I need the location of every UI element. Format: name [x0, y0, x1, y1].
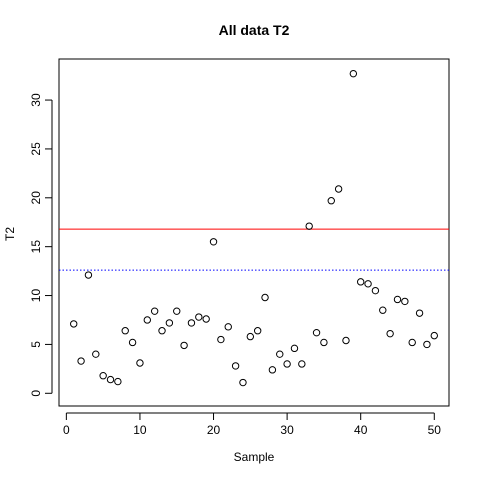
- y-tick-label: 30: [29, 93, 43, 107]
- data-point: [327, 197, 335, 205]
- data-point: [253, 327, 262, 335]
- data-point: [128, 338, 137, 347]
- data-point: [136, 359, 144, 367]
- data-point: [386, 329, 394, 338]
- y-tick-label: 25: [29, 142, 43, 156]
- data-point: [364, 280, 372, 288]
- data-point: [423, 340, 431, 349]
- chart-title: All data T2: [219, 22, 290, 38]
- x-tick-label: 40: [354, 423, 368, 437]
- data-point: [246, 332, 255, 341]
- data-point: [415, 309, 424, 317]
- data-point: [209, 238, 218, 246]
- data-point: [349, 69, 358, 78]
- data-point: [379, 306, 387, 314]
- data-point: [143, 316, 152, 324]
- data-point: [92, 350, 100, 358]
- data-point: [401, 297, 409, 306]
- y-axis: 0 5 10 15 20 25 30: [29, 93, 53, 397]
- data-point: [121, 327, 129, 335]
- y-tick-label: 5: [29, 341, 43, 348]
- data-point: [268, 366, 277, 374]
- x-axis: 0 10 20 30 40 50: [63, 412, 442, 437]
- x-tick-label: 50: [428, 423, 442, 437]
- data-point: [165, 319, 174, 327]
- x-tick-label: 30: [280, 423, 294, 437]
- data-point: [187, 319, 196, 327]
- data-point: [217, 335, 225, 344]
- data-point: [158, 327, 166, 335]
- data-point: [202, 315, 210, 323]
- y-tick-label: 10: [29, 289, 43, 303]
- data-point: [305, 222, 313, 230]
- reference-lines: [59, 228, 449, 271]
- plot-frame: [58, 58, 450, 407]
- x-tick-label: 10: [133, 423, 147, 437]
- data-point: [180, 341, 188, 350]
- data-point: [290, 344, 299, 353]
- data-point: [77, 357, 85, 365]
- x-axis-label: Sample: [234, 450, 275, 464]
- y-axis-label: T2: [3, 227, 17, 241]
- data-point: [70, 320, 78, 328]
- x-tick-label: 0: [63, 423, 70, 437]
- data-point: [173, 307, 181, 315]
- y-tick-label: 20: [29, 191, 43, 205]
- data-point: [356, 278, 365, 286]
- data-point: [99, 371, 107, 380]
- data-point: [195, 313, 203, 321]
- data-point: [84, 271, 93, 279]
- y-tick-label: 15: [29, 240, 43, 254]
- data-point: [224, 323, 232, 331]
- data-point: [430, 331, 438, 340]
- data-point: [393, 295, 402, 304]
- data-point: [239, 378, 247, 387]
- data-point: [334, 185, 343, 193]
- x-tick-label: 20: [207, 423, 221, 437]
- data-point: [312, 328, 321, 337]
- data-points: [70, 69, 438, 387]
- data-point: [261, 293, 269, 302]
- data-point: [342, 336, 350, 345]
- data-point: [231, 362, 240, 370]
- data-point: [408, 338, 416, 347]
- data-point: [320, 338, 328, 347]
- y-tick-label: 0: [29, 390, 43, 397]
- data-point: [283, 360, 291, 368]
- data-point: [371, 286, 380, 295]
- data-point: [114, 377, 122, 386]
- data-point: [106, 375, 115, 384]
- data-point: [298, 360, 306, 368]
- data-point: [276, 350, 284, 358]
- data-point: [150, 307, 159, 315]
